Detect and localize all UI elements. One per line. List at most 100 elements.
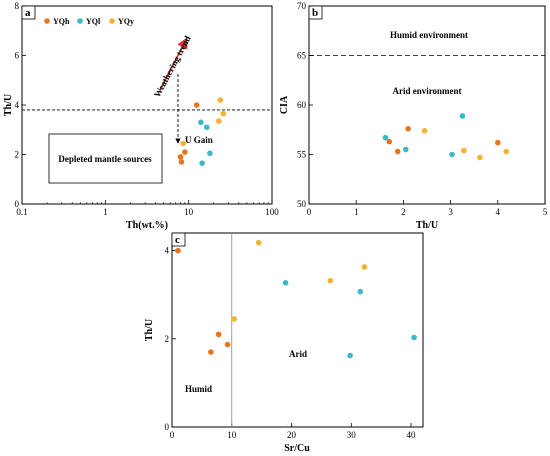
- data-point-yqh: [182, 149, 188, 155]
- panel-b-letter-box: [308, 5, 323, 20]
- legend-label-yqy: YQy: [118, 17, 134, 26]
- data-point-yql: [382, 134, 389, 141]
- data-point-yql: [282, 280, 289, 286]
- y-tick-label: 0: [15, 199, 20, 209]
- data-point-yqy: [361, 264, 368, 270]
- legend-marker-yql: [77, 18, 83, 24]
- weathering-trend-label: Weathering trend: [152, 34, 193, 99]
- data-point-yqy: [421, 127, 428, 134]
- u-gain-label: U Gain: [185, 135, 213, 145]
- x-tick-label: 0.1: [16, 207, 27, 217]
- depleted-mantle-box: [48, 133, 163, 184]
- depleted-mantle-label: Depleted mantle sources: [58, 154, 152, 164]
- panel-a-ticks: 0.1 1 10 100 0 2 4 6 8: [15, 1, 280, 217]
- x-tick-label: 10: [184, 207, 194, 217]
- y-tick-label: 4: [15, 100, 20, 110]
- legend-marker-yqy: [109, 18, 115, 24]
- data-point-yqy: [461, 147, 467, 154]
- y-tick-label: 70: [297, 1, 307, 11]
- x-tick-label: 4: [496, 207, 501, 217]
- data-point-yqh: [386, 138, 393, 145]
- panel-b-letter: b: [312, 7, 318, 19]
- panel-a-ylabel: Th/U: [3, 94, 14, 116]
- x-tick-label: 100: [265, 207, 279, 217]
- data-point-yql: [207, 150, 213, 157]
- x-tick-label: 1: [354, 207, 359, 217]
- data-point-yqh: [215, 331, 222, 338]
- legend-marker-yqh: [44, 18, 50, 24]
- data-point-yqy: [216, 118, 222, 124]
- data-point-yqy: [220, 110, 227, 117]
- data-point-yqh: [208, 349, 214, 355]
- weathering-trend-arrow: [159, 37, 188, 91]
- data-point-yqh: [193, 102, 200, 108]
- y-tick-label: 65: [297, 51, 307, 61]
- panel-a-letter: a: [25, 7, 31, 19]
- y-tick-label: 55: [297, 150, 307, 160]
- arid-environment-label: Arid environment: [392, 86, 461, 96]
- data-point-yqh: [178, 159, 185, 165]
- data-point-yql: [411, 334, 417, 341]
- x-tick-label: 20: [287, 430, 297, 440]
- x-tick-label: 1: [103, 207, 108, 217]
- legend-label-yqh: YQh: [53, 17, 70, 26]
- panel-a-legend: YQh YQl YQy: [44, 17, 134, 26]
- panel-c-points: [175, 239, 417, 359]
- data-point-yqh: [495, 139, 501, 146]
- y-tick-label: 50: [297, 199, 307, 209]
- data-point-yqy: [180, 140, 187, 147]
- y-tick-label: 2: [15, 150, 20, 160]
- x-tick-label: 0: [307, 207, 312, 217]
- data-point-yql: [198, 119, 204, 126]
- panel-c-ylabel: Th/U: [144, 319, 155, 341]
- panel-a-xlabel: Th(wt.%): [126, 220, 168, 231]
- panel-a-points: [177, 97, 227, 166]
- data-point-yqy: [477, 154, 483, 161]
- y-tick-label: 8: [15, 1, 20, 11]
- data-point-yqh: [394, 148, 401, 155]
- legend-label-yql: YQl: [86, 17, 101, 26]
- data-point-yql: [199, 160, 205, 166]
- panel-b-points: [382, 113, 510, 161]
- panel-a-letter-box: [21, 5, 36, 20]
- panel-c: c Sr/Cu Th/U 0 10 20 30 40 0 2 4 Humid Arid: [144, 232, 424, 454]
- x-tick-label: 40: [407, 430, 417, 440]
- data-point-yql: [347, 352, 353, 359]
- x-tick-label: 0: [170, 430, 175, 440]
- panel-c-letter-box: [171, 232, 186, 247]
- humid-environment-label: Humid environment: [390, 30, 468, 40]
- data-point-yqy: [503, 148, 510, 155]
- panel-b-ylabel: CIA: [279, 95, 290, 114]
- data-point-yqh: [175, 247, 181, 254]
- x-tick-label: 3: [448, 207, 453, 217]
- panel-c-frame: [171, 232, 424, 428]
- x-tick-label: 10: [227, 430, 237, 440]
- panel-c-letter: c: [175, 234, 180, 246]
- y-tick-label: 0: [165, 422, 170, 432]
- y-tick-label: 60: [297, 100, 307, 110]
- data-point-yqh: [224, 341, 231, 348]
- x-tick-label: 5: [543, 207, 548, 217]
- panel-c-xlabel: Sr/Cu: [284, 443, 310, 454]
- data-point-yqy: [255, 239, 262, 246]
- data-point-yql: [459, 113, 466, 119]
- x-tick-label: 2: [401, 207, 406, 217]
- panel-c-ticks: 0 10 20 30 40 0 2 4: [165, 246, 417, 440]
- humid-label: Humid: [185, 384, 212, 394]
- y-tick-label: 6: [15, 51, 20, 61]
- panel-a: a Th(wt.%) Th/U 0.1 1 10 100 0 2 4 6 8 YQh YQl Y…: [3, 1, 279, 231]
- data-point-yql: [449, 151, 455, 158]
- arid-label: Arid: [289, 349, 307, 359]
- data-point-yqh: [177, 154, 184, 160]
- data-point-yql: [402, 146, 409, 153]
- y-tick-label: 4: [165, 246, 170, 256]
- data-point-yqy: [327, 277, 334, 284]
- data-point-yqh: [405, 125, 411, 132]
- data-point-yqy: [231, 316, 237, 322]
- data-point-yqy: [217, 97, 224, 103]
- y-tick-label: 2: [165, 334, 170, 344]
- panel-b-xlabel: Th/U: [416, 220, 438, 231]
